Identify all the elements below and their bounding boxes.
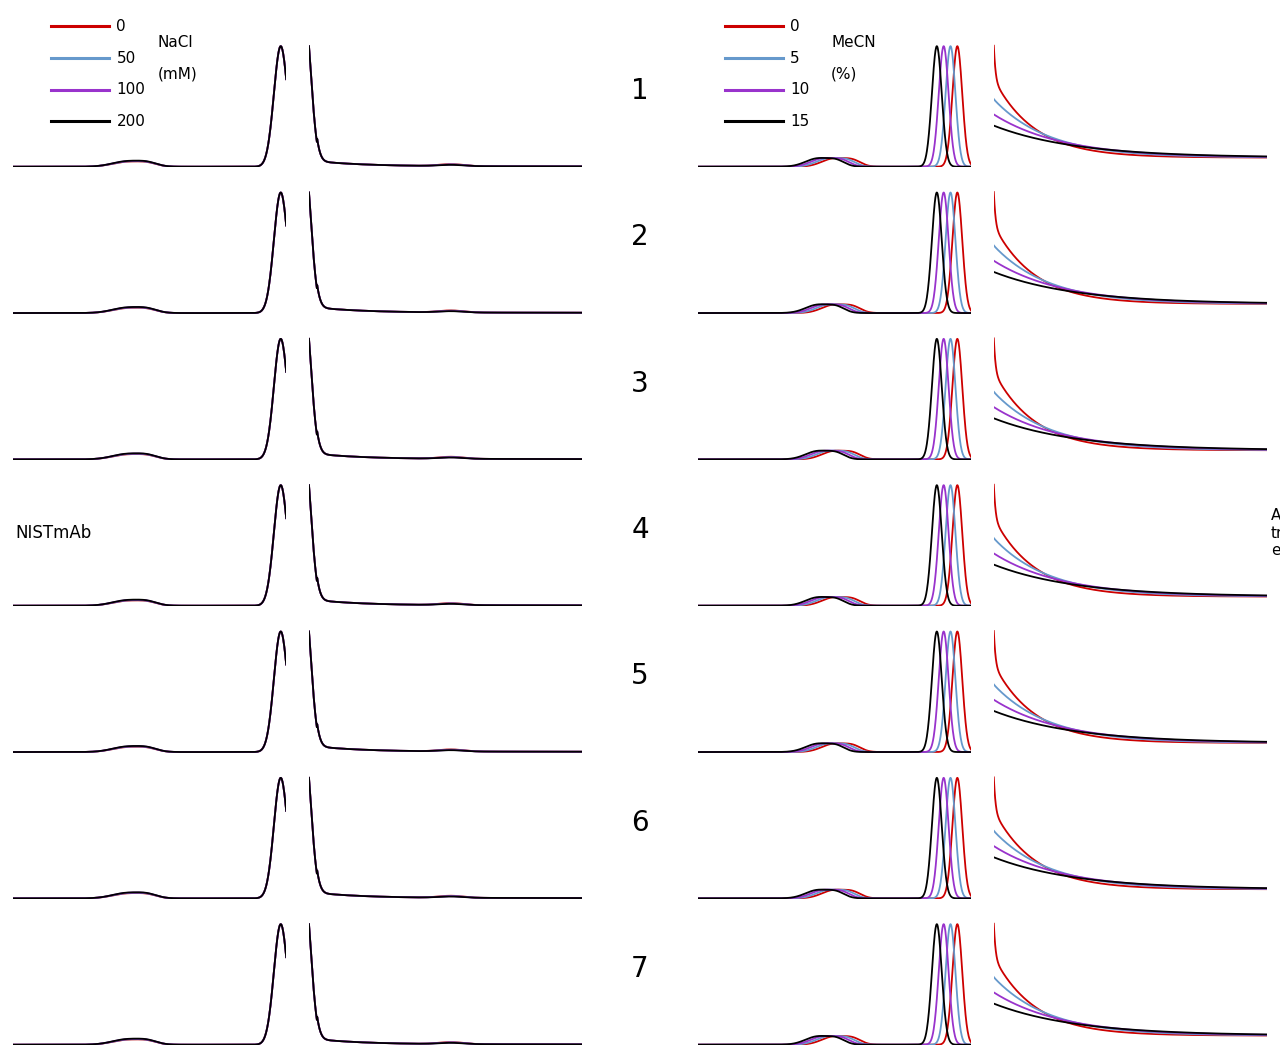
Text: 0: 0 [116,19,127,34]
Text: 0: 0 [790,19,800,34]
Text: (mM): (mM) [157,67,197,81]
Text: 4: 4 [631,516,649,544]
Text: 5: 5 [790,51,800,65]
Text: MeCN: MeCN [831,35,876,50]
Text: (%): (%) [831,67,858,81]
Text: 100: 100 [116,82,146,97]
Text: NISTmAb: NISTmAb [15,524,92,543]
Text: 200: 200 [116,114,146,129]
Text: 2: 2 [631,224,649,251]
Text: 5: 5 [631,662,649,691]
Text: 10: 10 [790,82,809,97]
Text: Ado-
trastuzumab
emtansine: Ado- trastuzumab emtansine [1271,508,1280,559]
Text: 1: 1 [631,77,649,105]
Text: 3: 3 [631,370,649,398]
Text: 7: 7 [631,955,649,983]
Text: 6: 6 [631,809,649,836]
Text: 50: 50 [116,51,136,65]
Text: NaCl: NaCl [157,35,193,50]
Text: 15: 15 [790,114,809,129]
